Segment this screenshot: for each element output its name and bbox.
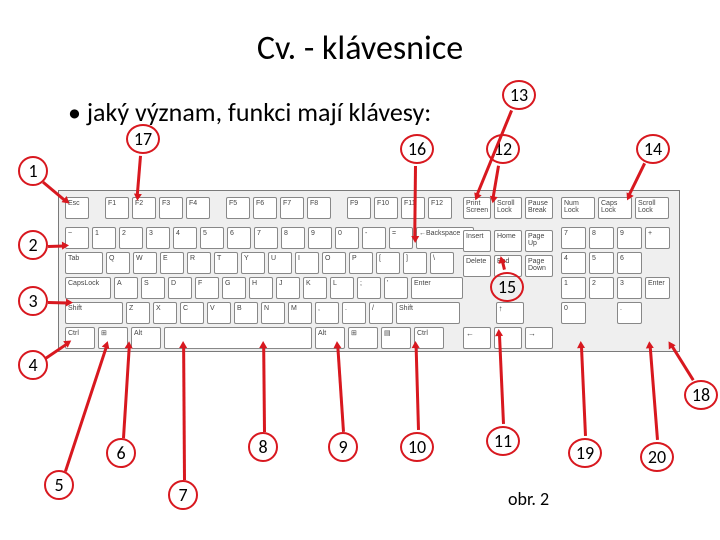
key: 1 bbox=[92, 227, 116, 249]
callout-label: 16 bbox=[400, 134, 434, 164]
key: T bbox=[214, 252, 238, 274]
key: Q bbox=[106, 252, 130, 274]
key: Enter bbox=[411, 277, 463, 299]
key: F1 bbox=[105, 197, 129, 219]
key: F8 bbox=[307, 197, 331, 219]
callout-label: 20 bbox=[640, 442, 674, 472]
key: F bbox=[195, 277, 219, 299]
key: D bbox=[168, 277, 192, 299]
key: Y bbox=[241, 252, 265, 274]
key: M bbox=[288, 302, 312, 324]
key: Shift bbox=[65, 302, 123, 324]
key: J bbox=[276, 277, 300, 299]
callout-label: 2 bbox=[18, 230, 48, 260]
bullet-text: • jaký význam, funkci mají klávesy: bbox=[68, 96, 431, 128]
callout-label: 18 bbox=[684, 380, 718, 410]
key: , bbox=[315, 302, 339, 324]
key: ' bbox=[384, 277, 408, 299]
slide: { "title": "Cv. - klávesnice", "bullet":… bbox=[0, 0, 720, 540]
key: F3 bbox=[159, 197, 183, 219]
key: 2 bbox=[119, 227, 143, 249]
key: V bbox=[207, 302, 231, 324]
key: ▤ bbox=[381, 327, 411, 349]
callout-label: 6 bbox=[106, 438, 136, 468]
key: F9 bbox=[347, 197, 371, 219]
key: \ bbox=[430, 252, 454, 274]
callout-arrow bbox=[414, 166, 417, 238]
key: B bbox=[234, 302, 258, 324]
figure-caption: obr. 2 bbox=[508, 488, 549, 510]
callout-label: 7 bbox=[168, 480, 198, 510]
key: = bbox=[389, 227, 413, 249]
key: - bbox=[362, 227, 386, 249]
callout-label: 17 bbox=[126, 124, 160, 154]
key: 8 bbox=[281, 227, 305, 249]
key: I bbox=[295, 252, 319, 274]
key: CapsLock bbox=[65, 277, 111, 299]
callout-label: 8 bbox=[248, 432, 278, 462]
callout-label: 13 bbox=[502, 80, 536, 110]
callout-arrow bbox=[648, 346, 658, 440]
callout-label: 19 bbox=[568, 438, 602, 468]
callout-label: 5 bbox=[44, 470, 74, 500]
key: ; bbox=[357, 277, 381, 299]
key: ] bbox=[403, 252, 427, 274]
key: E bbox=[160, 252, 184, 274]
key: U bbox=[268, 252, 292, 274]
key: R bbox=[187, 252, 211, 274]
key: 4 bbox=[173, 227, 197, 249]
callout-arrow bbox=[336, 346, 344, 432]
callout-label: 3 bbox=[18, 286, 48, 316]
key: ⊞ bbox=[348, 327, 378, 349]
key: X bbox=[153, 302, 177, 324]
callout-arrow bbox=[580, 346, 587, 436]
key: C bbox=[180, 302, 204, 324]
callout-label: 11 bbox=[486, 426, 520, 456]
callout-label: 9 bbox=[328, 432, 358, 462]
callout-label: 4 bbox=[18, 350, 48, 380]
key: K bbox=[303, 277, 327, 299]
key: H bbox=[249, 277, 273, 299]
key: F12 bbox=[428, 197, 452, 219]
key: F7 bbox=[280, 197, 304, 219]
key: F6 bbox=[253, 197, 277, 219]
key: Z bbox=[126, 302, 150, 324]
key: / bbox=[369, 302, 393, 324]
callout-arrow bbox=[670, 344, 694, 380]
slide-title: Cv. - klávesnice bbox=[0, 28, 720, 69]
key: G bbox=[222, 277, 246, 299]
key: 5 bbox=[200, 227, 224, 249]
key: L bbox=[330, 277, 354, 299]
callout-arrow bbox=[64, 346, 107, 472]
callout-arrow bbox=[122, 346, 130, 438]
key: O bbox=[322, 252, 346, 274]
key: F5 bbox=[226, 197, 250, 219]
key: F10 bbox=[374, 197, 398, 219]
key: 9 bbox=[308, 227, 332, 249]
key: Alt bbox=[131, 327, 161, 349]
key: S bbox=[141, 277, 165, 299]
callout-label: 1 bbox=[18, 156, 48, 186]
key: 7 bbox=[254, 227, 278, 249]
callout-arrow bbox=[48, 244, 64, 247]
key: A bbox=[114, 277, 138, 299]
key: N bbox=[261, 302, 285, 324]
keyboard-diagram: EscF1F2F3F4F5F6F7F8F9F10F11F12~123456789… bbox=[58, 190, 680, 352]
key: 6 bbox=[227, 227, 251, 249]
callout-arrow bbox=[182, 346, 185, 480]
key: P bbox=[349, 252, 373, 274]
key: W bbox=[133, 252, 157, 274]
key: F4 bbox=[186, 197, 210, 219]
key: 0 bbox=[335, 227, 359, 249]
callout-label: 10 bbox=[400, 432, 434, 462]
key: . bbox=[342, 302, 366, 324]
key: [ bbox=[376, 252, 400, 274]
callout-arrow bbox=[262, 346, 265, 432]
key: 3 bbox=[146, 227, 170, 249]
callout-arrow bbox=[414, 346, 419, 430]
callout-label: 14 bbox=[636, 134, 670, 164]
callout-label: 15 bbox=[490, 272, 524, 302]
key: Shift bbox=[396, 302, 460, 324]
key: Tab bbox=[65, 252, 103, 274]
